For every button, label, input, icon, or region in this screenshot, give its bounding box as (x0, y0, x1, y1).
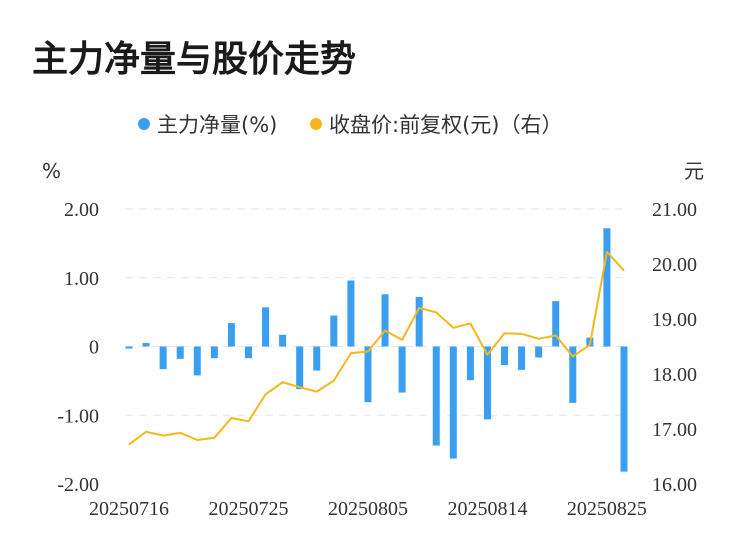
left-tick-label: 1.00 (64, 268, 99, 290)
bar (432, 346, 440, 446)
right-axis-ticks: 21.00 20.00 19.00 18.00 17.00 16.00 (652, 199, 697, 496)
bar (603, 228, 611, 347)
bar (313, 346, 321, 371)
legend-marker-bar (138, 118, 150, 130)
line-series (128, 250, 625, 446)
bar (381, 294, 389, 347)
right-tick-label: 21.00 (652, 199, 697, 221)
left-axis-unit: % (42, 159, 61, 183)
price-line (128, 250, 625, 446)
bar (535, 346, 543, 358)
legend: 主力净量(%) 收盘价:前复权(元)（右） (138, 113, 562, 137)
x-tick-label: 20250716 (89, 498, 169, 520)
bar (279, 334, 287, 347)
bar (501, 346, 509, 366)
right-tick-label: 18.00 (652, 364, 697, 386)
bar (347, 280, 355, 347)
bar (552, 301, 560, 347)
bar (620, 346, 628, 472)
right-tick-label: 16.00 (652, 474, 697, 496)
bar (125, 346, 133, 349)
bar (159, 346, 167, 370)
right-tick-label: 20.00 (652, 254, 697, 276)
left-tick-label: -1.00 (57, 405, 99, 427)
bar (176, 346, 184, 359)
bar (296, 346, 304, 390)
left-tick-label: 0 (89, 337, 99, 359)
chart-title: 主力净量与股价走势 (32, 39, 357, 80)
bar (466, 346, 474, 381)
right-tick-label: 17.00 (652, 419, 697, 441)
right-tick-label: 19.00 (652, 309, 697, 331)
left-axis-ticks: 2.00 1.00 0 -1.00 -2.00 (57, 199, 99, 496)
x-tick-label: 20250805 (328, 498, 408, 520)
bar (227, 323, 235, 347)
bar (262, 307, 270, 347)
legend-label-bar: 主力净量(%) (157, 113, 277, 137)
left-tick-label: -2.00 (57, 474, 99, 496)
bar (193, 346, 201, 376)
x-tick-label: 20250725 (208, 498, 288, 520)
bar (364, 346, 372, 403)
x-tick-label: 20250825 (567, 498, 647, 520)
x-axis-ticks: 20250716 20250725 20250805 20250814 20250825 (89, 498, 647, 520)
bar (449, 346, 457, 459)
bar (518, 346, 526, 370)
bar (330, 315, 338, 347)
bar (483, 346, 491, 420)
legend-marker-line (310, 118, 322, 130)
x-tick-label: 20250814 (447, 498, 527, 520)
bar (398, 346, 406, 393)
bar-series (125, 228, 628, 472)
legend-label-line: 收盘价:前复权(元)（右） (329, 113, 562, 137)
bar (142, 343, 150, 347)
bar (244, 346, 252, 359)
bar (210, 346, 218, 359)
bar (569, 346, 577, 403)
left-tick-label: 2.00 (64, 199, 99, 221)
right-axis-unit: 元 (684, 159, 704, 183)
bar (415, 297, 423, 347)
